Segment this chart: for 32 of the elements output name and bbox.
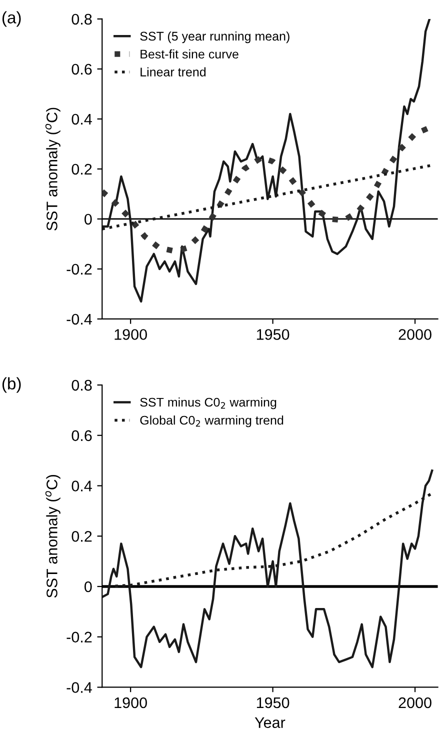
x-tick-label: 2000 xyxy=(398,697,432,708)
chart-title: (a) xyxy=(2,11,21,27)
y-axis-title: SST anomaly ($^{o}$C) xyxy=(45,474,60,598)
legend-label: Global C0$_{2}$ warming trend xyxy=(140,416,284,428)
x-tick-label: 1900 xyxy=(114,697,147,708)
y-tick-label: -0.2 xyxy=(66,264,92,275)
y-tick-label: 0 xyxy=(84,581,92,592)
y-axis-title: SST anomaly ($^{o}$C) xyxy=(45,108,60,230)
legend-label: Best-fit sine curve xyxy=(140,49,238,59)
y-tick-label: 0.6 xyxy=(72,64,92,75)
line-series xyxy=(102,18,431,303)
y-tick-label: 0.4 xyxy=(72,114,92,125)
legend-label: SST minus C0$_{2}$ warming xyxy=(140,398,276,410)
chart-title: (b) xyxy=(2,377,21,393)
y-tick-label: 0.2 xyxy=(72,530,92,542)
x-axis-title: Year xyxy=(254,717,286,728)
x-tick-label: 2000 xyxy=(398,329,432,340)
y-tick-label: 0 xyxy=(84,214,92,225)
y-tick-label: -0.4 xyxy=(66,314,92,325)
y-tick-label: 0.6 xyxy=(72,430,92,442)
y-tick-label: 0.4 xyxy=(72,480,92,492)
legend-label: Linear trend xyxy=(140,67,206,76)
y-tick-label: -0.2 xyxy=(66,632,92,643)
line-series xyxy=(102,470,434,668)
y-tick-label: 0.2 xyxy=(72,164,92,175)
x-tick-label: 1950 xyxy=(256,329,290,340)
x-tick-label: 1900 xyxy=(114,329,147,340)
x-tick-label: 1950 xyxy=(256,697,290,708)
y-tick-label: -0.4 xyxy=(66,682,92,693)
legend-label: SST (5 year running mean) xyxy=(140,31,290,44)
y-tick-label: 0.8 xyxy=(72,380,92,391)
y-tick-label: 0.8 xyxy=(72,14,92,25)
